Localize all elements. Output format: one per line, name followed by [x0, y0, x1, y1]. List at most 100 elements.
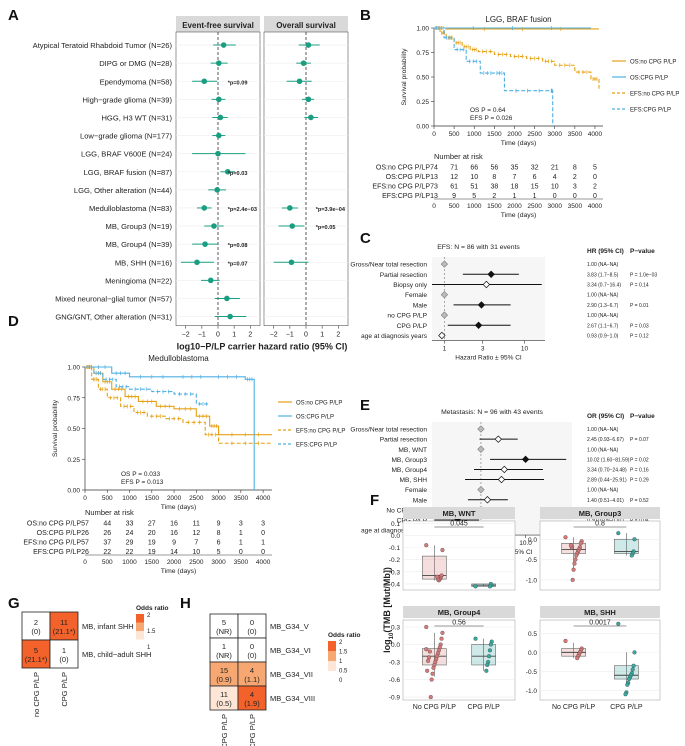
forest-point-e — [521, 455, 530, 464]
xtick-label-d: 1000 — [122, 495, 137, 502]
risk-value-d: 1 — [239, 540, 243, 547]
risk-value-b: 15 — [531, 184, 539, 191]
risk-value-d: 44 — [103, 521, 111, 528]
facet-title-f-1: MB, Group3 — [579, 509, 622, 518]
risk-value-b: 32 — [531, 165, 539, 172]
legend-label-b: OS:no CPG P/LP — [630, 60, 676, 66]
risk-value-b: 56 — [490, 165, 498, 172]
point-a-efs — [215, 150, 221, 157]
risk-xtick-b: 2500 — [527, 203, 542, 210]
risk-value-d: 27 — [148, 521, 156, 528]
heat-count-h: 4 — [250, 690, 254, 699]
km-annotation-d: OS P = 0.033 — [121, 471, 160, 478]
legend-label-b: OS:CPG P/LP — [630, 76, 668, 82]
heat-legend-tick-h: 1 — [339, 659, 343, 665]
tick-label-a: 0 — [216, 332, 220, 339]
heat-cell-g — [21, 639, 51, 669]
forest-p-e: P = 0.02 — [630, 457, 649, 463]
heat-count-h: 1 — [222, 642, 226, 651]
risk-value-b: 0 — [593, 193, 597, 200]
pvalue-a-os: *p=0.05 — [316, 225, 336, 231]
risk-value-b: 7 — [513, 174, 517, 181]
facet-strip-f-1 — [540, 507, 660, 519]
point-a-efs — [207, 277, 214, 284]
forest-row-label-e: MB, SHH — [400, 477, 428, 484]
risk-row-label-b: OS:CPG P/LP — [386, 174, 431, 181]
risk-value-d: 26 — [81, 530, 89, 537]
ylabel-f: log10(TMB [Mut/Mb]) — [382, 567, 395, 653]
heat-cell-g — [49, 639, 79, 669]
row-label-a: LGG, BRAF fusion (N=87) — [84, 168, 173, 177]
point-f — [570, 577, 575, 582]
risk-value-b: 10 — [551, 184, 559, 191]
risk-value-b: 21 — [551, 165, 559, 172]
heat-count-h: 15 — [220, 666, 228, 675]
risk-xtick-d: 2000 — [167, 559, 182, 566]
risk-value-b: 0 — [593, 174, 597, 181]
risk-xtick-b: 4000 — [588, 203, 603, 210]
ytick-label-b: 0.00 — [416, 124, 429, 131]
point-a-efs — [211, 223, 217, 229]
xlabel-b: Time (days) — [501, 140, 537, 147]
point-f — [625, 682, 630, 687]
tick-label-a: −2 — [270, 332, 278, 339]
risk-xtick-d: 1500 — [145, 559, 160, 566]
xtick-label-b: 1500 — [487, 131, 502, 138]
forest-point-e — [500, 465, 508, 474]
ytick-label-f: -0.4 — [389, 581, 401, 588]
facet-frame-f-1 — [539, 520, 661, 591]
tick-label-a: 1 — [232, 332, 236, 339]
risk-row-label-d: OS:no CPG P/LP — [27, 521, 81, 528]
risk-value-d: 5 — [217, 549, 221, 556]
ytick-label-f: 0.3 — [391, 625, 400, 632]
forest-row-label-c: Gross/Near total resection — [350, 262, 427, 269]
xtick-label-b: 4000 — [588, 131, 603, 138]
risk-value-d: 10 — [192, 549, 200, 556]
pvalue-a-efs: *p=0.07 — [228, 261, 248, 267]
point-f — [485, 662, 490, 668]
point-f — [425, 668, 430, 673]
risk-value-d: 22 — [126, 549, 134, 556]
heat-cell-h — [209, 685, 239, 711]
box-f — [471, 644, 496, 666]
point-f — [623, 692, 628, 697]
facet-frame-f-2 — [402, 619, 516, 701]
forest-row-label-c: Male — [413, 302, 428, 309]
forest-point-e — [477, 425, 485, 433]
risk-value-d: 9 — [217, 521, 221, 528]
risk-value-d: 8 — [217, 530, 221, 537]
point-f — [424, 647, 429, 652]
xtick-label-b: 1000 — [467, 131, 482, 138]
row-label-a: DIPG or DMG (N=28) — [99, 59, 172, 68]
risk-value-b: 35 — [511, 165, 519, 172]
heat-col-label-h: CPG P/LP — [248, 714, 257, 746]
point-a-efs — [202, 241, 208, 247]
heat-legend-tick-g: 1.5 — [147, 629, 156, 635]
point-f — [427, 649, 432, 654]
forest-point-c — [482, 280, 491, 289]
legend-label-d: OS:CPG P/LP — [296, 415, 334, 421]
risk-value-d: 12 — [192, 530, 200, 537]
ytick-label-f: -1.0 — [526, 577, 538, 584]
point-f — [424, 624, 429, 630]
heat-cell-g — [21, 611, 51, 641]
panel-letter-D: D — [8, 313, 19, 330]
risk-value-d: 26 — [81, 549, 89, 556]
point-f — [440, 548, 445, 553]
forest-col-hr-c: HR (95% CI) — [587, 248, 624, 255]
ytick-label-b: 0.25 — [416, 99, 429, 106]
risk-value-b: 13 — [430, 193, 438, 200]
risk-row-label-d: EFS:no CPG P/LP — [23, 540, 81, 547]
heat-count-h: 4 — [250, 666, 254, 675]
legend-label-b: EFS:no CPG P/LP — [630, 92, 679, 98]
panel-letter-G: G — [8, 595, 20, 612]
row-label-a: MB, Group4 (N=39) — [106, 240, 173, 249]
forest-row-label-e: Gross/Near total resection — [350, 427, 427, 434]
forest-hr-e: 1.40 (0.51−4.01) — [587, 498, 624, 504]
point-a-efs — [224, 168, 231, 175]
point-a-os — [308, 114, 314, 121]
heat-legend-tick-h: 2 — [339, 640, 343, 646]
box-f — [422, 555, 447, 580]
risk-value-d: 22 — [103, 549, 111, 556]
